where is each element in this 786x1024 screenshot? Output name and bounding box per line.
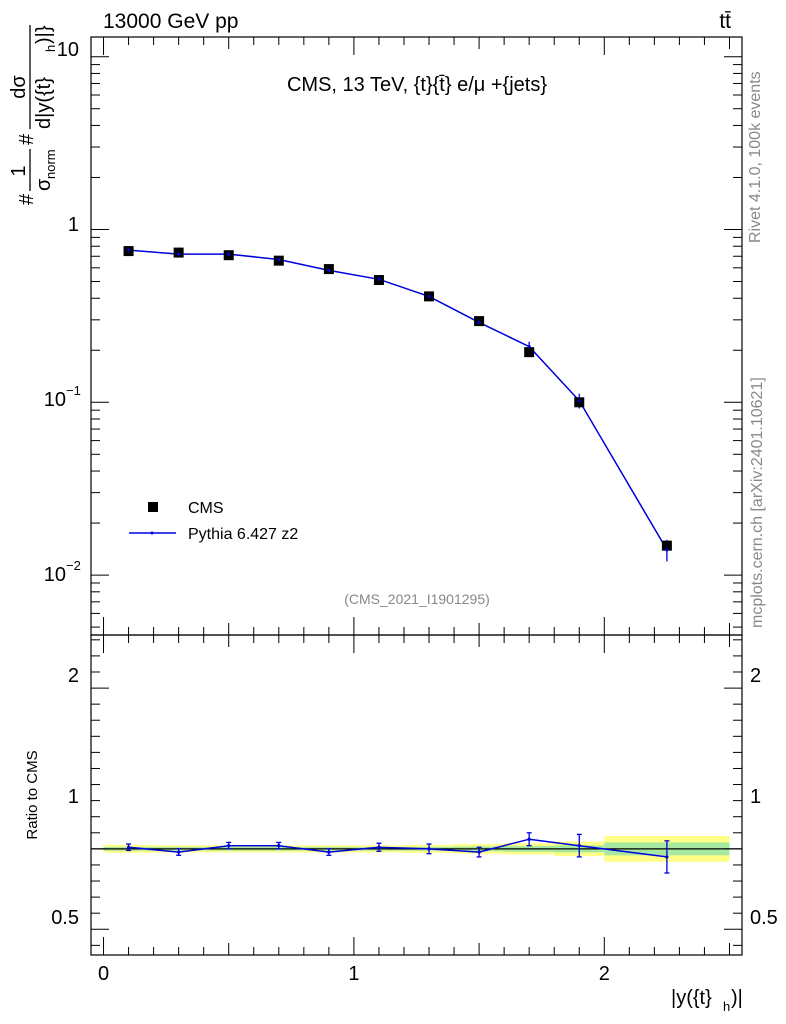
ratio-point (665, 855, 669, 859)
main-frame (90, 36, 743, 636)
ratio-point (327, 850, 331, 854)
main-axis-ticks (91, 37, 742, 635)
ratio-y-tick-label-1: 1 (68, 786, 79, 808)
cms-point (661, 540, 672, 551)
ratio-y-tick-label-1-right: 1 (750, 786, 761, 808)
pythia-point (177, 252, 181, 256)
ratio-y-tick-label-2: 2 (68, 665, 79, 687)
ratio-x-tick-label-0: 0 (98, 963, 109, 985)
ratio-x-tick-label-2: 2 (599, 963, 610, 985)
mcplots-label: mcplots.cern.ch [arXiv:2401.10621] (749, 377, 766, 628)
y-tick-label-10: 10 (57, 39, 79, 61)
legend-label-cms: CMS (188, 500, 224, 517)
legend-marker-pythia-dot (150, 531, 154, 535)
ylabel-dy: d|y({t} (33, 77, 55, 129)
ratio-point (527, 837, 531, 841)
ratio-point (126, 845, 131, 849)
pythia-point (227, 252, 231, 256)
xlabel-end: )| (731, 987, 743, 1009)
y-tick-label-1: 1 (68, 214, 79, 236)
ylabel-hash2: # (16, 133, 38, 145)
x-axis-label: |y({t} h )| (671, 987, 743, 1014)
ratio-point (477, 850, 481, 854)
ratio-frame (90, 634, 743, 956)
legend-label-pythia: Pythia 6.427 z2 (188, 526, 298, 543)
ratio-point (577, 844, 581, 848)
ylabel-sigma: σ (33, 178, 55, 191)
ylabel-hash1: # (16, 193, 38, 205)
ylabel-dy-sub: h (43, 45, 58, 52)
rivet-label: Rivet 4.1.0, 100k events (747, 71, 764, 243)
ratio-y-tick-label-0.5: 0.5 (51, 907, 79, 929)
pythia-point (477, 320, 481, 324)
y-tick-label-0.1: 10 (44, 389, 66, 411)
ratio-axis-ticks (91, 635, 742, 955)
ratio-point (227, 844, 231, 848)
ratio-panel: 2 1 0.5 2 1 0.5 0 1 2 Ratio to CMS |y({t… (24, 634, 778, 1014)
cms-point (524, 347, 535, 358)
ylabel-norm: norm (43, 149, 58, 179)
ylabel-dy-end: )|} (33, 25, 55, 44)
chart-title: CMS, 13 TeV, {t}{t̄} e/μ +{jets} (287, 74, 547, 96)
xlabel-main: |y({t} (671, 987, 712, 1009)
header-channel: tt̄ (719, 10, 731, 33)
watermark: (CMS_2021_I1901295) (344, 591, 490, 607)
y-tick-exp-0.1: −1 (66, 383, 81, 398)
pythia-point (277, 257, 281, 262)
ratio-point (377, 845, 381, 849)
ratio-y-axis-label: Ratio to CMS (24, 750, 41, 839)
pythia-point (377, 277, 381, 281)
legend: CMS Pythia 6.427 z2 (129, 500, 298, 543)
pythia-point (126, 248, 131, 252)
ratio-y-tick-label-0.5-right: 0.5 (750, 907, 778, 929)
ratio-y-tick-label-2-right: 2 (750, 665, 761, 687)
ratio-x-tick-label-1: 1 (348, 963, 359, 985)
pythia-point (427, 294, 431, 298)
y-tick-label-0.01: 10 (44, 564, 66, 586)
ratio-point (177, 850, 181, 854)
ylabel-dsigma: dσ (8, 75, 30, 99)
pythia-point (665, 548, 669, 552)
main-panel: 10 1 10 −1 10 −2 CMS, 13 TeV, {t}{t̄} e/… (8, 25, 743, 636)
main-y-axis-label: # 1 σ norm # dσ d|y({t} h )|} (8, 25, 58, 205)
y-tick-exp-0.01: −2 (66, 558, 81, 573)
pythia-point (327, 268, 331, 272)
main-y-tick-labels: 10 1 10 −1 10 −2 (44, 39, 81, 586)
xlabel-sub: h (723, 999, 730, 1014)
ratio-data-layer (126, 832, 670, 874)
ratio-point (277, 844, 281, 848)
ylabel-one: 1 (8, 165, 30, 176)
header-process: 13000 GeV pp (103, 10, 238, 33)
main-data-layer (123, 246, 672, 562)
pythia-point (527, 345, 531, 349)
legend-marker-cms (148, 502, 158, 512)
ratio-point (427, 847, 431, 851)
pythia-point (577, 399, 581, 403)
